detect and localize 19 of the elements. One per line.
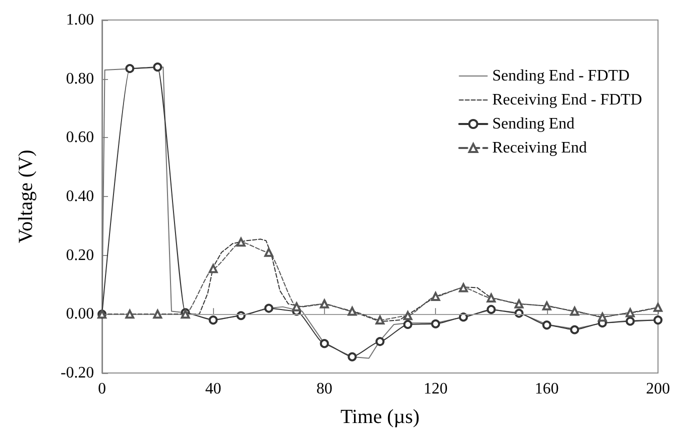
x-tick-label: 0: [98, 380, 106, 398]
y-tick-label: -0.20: [60, 364, 94, 382]
y-tick-label: 0.40: [66, 188, 94, 205]
y-tick-label: 0.00: [66, 306, 94, 323]
x-tick-label: 80: [316, 380, 332, 398]
y-tick-label: 0.80: [66, 70, 94, 88]
y-axis-title: Voltage (V): [15, 150, 37, 244]
x-axis-title: Time (µs): [340, 406, 420, 428]
legend-label: Sending End: [492, 116, 574, 132]
x-tick-label: 200: [646, 380, 670, 398]
x-tick-label: 120: [424, 380, 448, 398]
legend-label: Sending End - FDTD: [492, 68, 630, 84]
y-tick-label: 0.20: [66, 246, 94, 264]
x-tick-label: 40: [205, 380, 222, 398]
legend-label: Receiving End: [492, 140, 587, 156]
legend-label: Receiving End - FDTD: [492, 92, 642, 108]
y-tick-label: 0.60: [66, 129, 94, 146]
y-tick-label: 1.00: [66, 12, 94, 28]
x-tick-label: 160: [534, 380, 559, 398]
